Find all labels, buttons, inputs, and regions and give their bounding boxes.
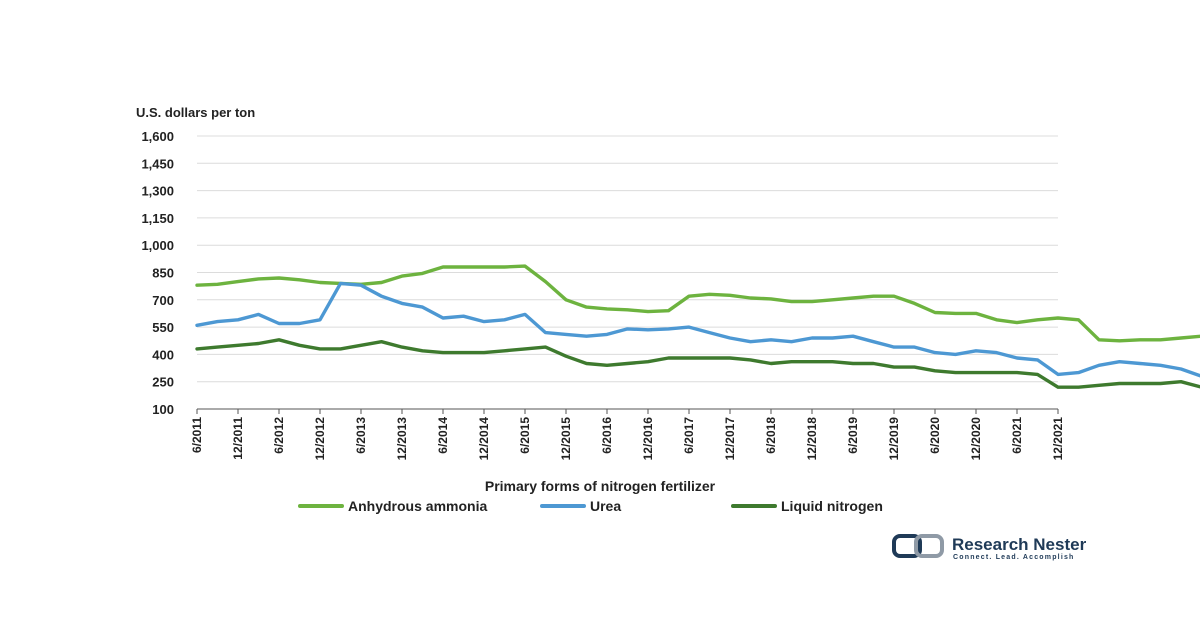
- brand-tagline: Connect. Lead. Accomplish: [953, 554, 1075, 561]
- gridlines: [197, 135, 1058, 383]
- legend: Anhydrous ammonia Urea Liquid nitrogen: [298, 498, 883, 514]
- x-tick-label: 6/2014: [436, 417, 450, 454]
- series-lines: [195, 264, 1200, 389]
- x-tick-label: 12/2019: [887, 417, 901, 461]
- y-tick-label: 1,000: [141, 238, 174, 253]
- x-tick-label: 6/2016: [600, 417, 614, 454]
- x-tick-label: 12/2012: [313, 417, 327, 461]
- x-tick-label: 6/2017: [682, 417, 696, 454]
- x-tick-label: 6/2020: [928, 417, 942, 454]
- x-tick-label: 12/2020: [969, 417, 983, 461]
- x-tick-label: 6/2019: [846, 417, 860, 454]
- x-tick-label: 12/2013: [395, 417, 409, 461]
- y-tick-label: 850: [152, 266, 174, 281]
- y-axis-title: U.S. dollars per ton: [136, 105, 255, 120]
- x-axis-title: Primary forms of nitrogen fertilizer: [485, 478, 716, 494]
- legend-liquid-nitrogen-label: Liquid nitrogen: [781, 498, 883, 514]
- y-tick-labels: 1,600 1,450 1,300 1,150 1,000 850 700 550 400 250…: [141, 129, 174, 417]
- x-tick-label: 12/2014: [477, 417, 491, 461]
- x-tick-labels: 6/2011 12/2011 6/2012 12/2012 6/2013 12/2013 6…: [190, 409, 1065, 460]
- brand-logo: Research Nester Connect. Lead. Accomplis…: [892, 534, 1087, 561]
- y-tick-label: 1,600: [141, 129, 174, 144]
- liquid-nitrogen-line: [195, 338, 1200, 389]
- y-tick-label: 700: [152, 293, 174, 308]
- urea-line: [195, 281, 1200, 378]
- research-nester-logo-icon: [892, 534, 944, 558]
- x-tick-label: 12/2021: [1051, 417, 1065, 461]
- x-tick-label: 6/2012: [272, 417, 286, 454]
- x-tick-label: 6/2021: [1010, 417, 1024, 454]
- y-tick-label: 1,150: [141, 211, 174, 226]
- x-tick-label: 6/2013: [354, 417, 368, 454]
- x-tick-label: 12/2016: [641, 417, 655, 461]
- anhydrous-ammonia-line: [195, 264, 1200, 343]
- y-tick-label: 1,450: [141, 156, 174, 171]
- y-tick-label: 550: [152, 320, 174, 335]
- x-tick-label: 6/2015: [518, 417, 532, 454]
- x-tick-label: 12/2015: [559, 417, 573, 461]
- brand-name: Research Nester: [952, 535, 1087, 554]
- legend-urea-label: Urea: [590, 498, 621, 514]
- x-tick-label: 12/2018: [805, 417, 819, 461]
- x-tick-label: 12/2017: [723, 417, 737, 461]
- x-tick-label: 6/2011: [190, 417, 204, 453]
- y-tick-label: 100: [152, 402, 174, 417]
- legend-anhydrous-ammonia-label: Anhydrous ammonia: [348, 498, 487, 514]
- y-tick-label: 400: [152, 347, 174, 362]
- x-tick-label: 12/2011: [231, 417, 245, 460]
- x-tick-label: 6/2018: [764, 417, 778, 454]
- y-tick-label: 250: [152, 375, 174, 390]
- y-tick-label: 1,300: [141, 184, 174, 199]
